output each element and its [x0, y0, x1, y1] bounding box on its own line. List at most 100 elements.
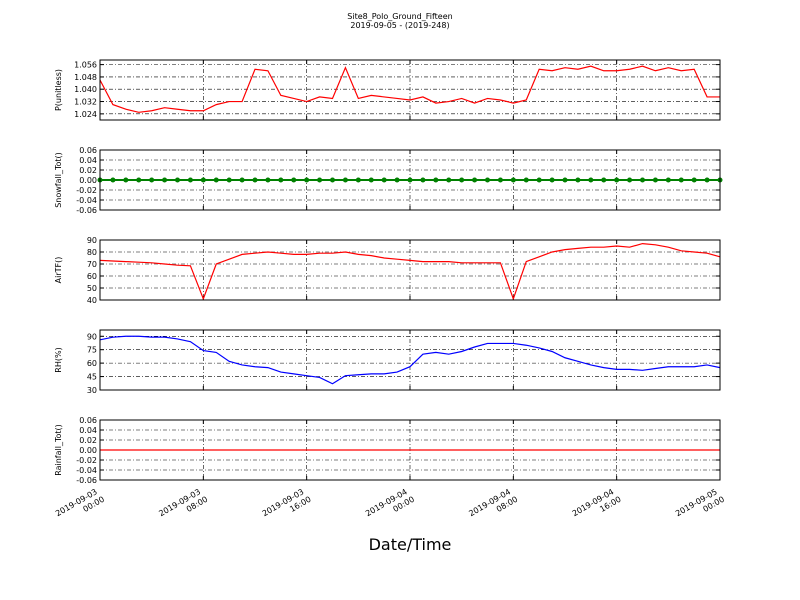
y-tick-label: 75	[87, 346, 97, 355]
data-point	[252, 177, 258, 183]
x-axis-label: Date/Time	[369, 535, 452, 554]
data-point	[381, 177, 387, 183]
y-tick-label: -0.02	[76, 186, 97, 195]
plot-frame	[99, 329, 721, 391]
y-tick-label: -0.06	[76, 476, 97, 485]
data-point	[627, 177, 633, 183]
data-point	[317, 177, 323, 183]
data-point	[187, 177, 193, 183]
y-tick-label: 0.02	[79, 436, 97, 445]
chart-subtitle: 2019-09-05 - (2019-248)	[350, 21, 449, 30]
x-tick-label: 2019-09-03 08:00	[157, 486, 209, 527]
x-tick-label: 2019-09-04 16:00	[571, 486, 623, 527]
data-point	[200, 177, 206, 183]
data-point	[342, 177, 348, 183]
plot-frame	[99, 419, 721, 481]
data-point	[472, 177, 478, 183]
y-tick-label: 0.04	[79, 156, 97, 165]
data-point	[665, 177, 671, 183]
y-tick-label: 80	[87, 248, 97, 257]
data-point	[652, 177, 658, 183]
y-tick-label: 0.06	[79, 146, 97, 155]
series-line	[99, 242, 721, 301]
y-tick-label: -0.04	[76, 466, 97, 475]
plot-frame	[99, 59, 721, 121]
data-point	[110, 177, 116, 183]
plot-frame	[99, 239, 721, 301]
data-point	[446, 177, 452, 183]
y-tick-label: 45	[87, 373, 97, 382]
data-point	[485, 177, 490, 183]
data-point	[459, 177, 465, 183]
y-tick-label: 70	[87, 260, 97, 269]
data-point	[149, 177, 155, 183]
data-point	[265, 177, 271, 183]
data-point	[291, 177, 297, 183]
data-point	[162, 177, 168, 183]
data-point	[407, 177, 413, 183]
y-tick-label: 0.02	[79, 166, 97, 175]
data-point	[368, 177, 374, 183]
y-tick-label: 0.00	[79, 446, 97, 455]
data-point	[678, 177, 684, 183]
y-tick-label: 0.04	[79, 426, 97, 435]
x-tick-label: 2019-09-05 00:00	[674, 486, 726, 527]
data-point	[304, 177, 310, 183]
y-axis-label: RH(%)	[54, 347, 63, 372]
data-point	[213, 177, 219, 183]
x-tick-label: 2019-09-03 16:00	[261, 486, 313, 527]
y-tick-label: 90	[87, 332, 97, 341]
data-point	[601, 177, 607, 183]
data-point	[640, 177, 645, 183]
data-point	[549, 177, 555, 183]
y-tick-label: 1.024	[74, 110, 97, 119]
data-point	[420, 177, 426, 183]
data-point	[497, 177, 503, 183]
data-point	[614, 177, 620, 183]
y-axis-label: P(unitless)	[54, 69, 63, 111]
y-axis-label: Snowfall_Tot()	[54, 152, 63, 208]
y-tick-label: -0.02	[76, 456, 97, 465]
data-point	[562, 177, 568, 183]
y-tick-label: 50	[87, 284, 97, 293]
y-tick-label: 1.040	[74, 85, 97, 94]
data-point	[536, 177, 542, 183]
y-axis-label: AirTF()	[54, 257, 63, 284]
data-point	[433, 177, 439, 183]
data-point	[588, 177, 594, 183]
data-point	[330, 177, 335, 183]
y-tick-label: 0.06	[79, 416, 97, 425]
data-point	[704, 177, 710, 183]
y-tick-label: 60	[87, 359, 97, 368]
series-line	[99, 335, 721, 385]
chart-title: Site8_Polo_Ground_Fifteen	[347, 12, 452, 21]
data-point	[510, 177, 516, 183]
data-point	[278, 177, 284, 183]
x-tick-label: 2019-09-04 00:00	[364, 486, 416, 527]
y-tick-label: 60	[87, 272, 97, 281]
y-tick-label: 1.056	[74, 61, 97, 70]
y-tick-label: 1.032	[74, 98, 97, 107]
data-point	[523, 177, 529, 183]
data-point	[226, 177, 232, 183]
y-tick-label: 1.048	[74, 73, 97, 82]
y-tick-label: -0.04	[76, 196, 97, 205]
data-point	[575, 177, 581, 183]
data-point	[355, 177, 361, 183]
y-tick-label: 0.00	[79, 176, 97, 185]
y-tick-label: 30	[87, 386, 97, 395]
plot-frame	[99, 149, 721, 211]
data-point	[136, 177, 142, 183]
data-point	[123, 177, 129, 183]
data-point	[691, 177, 697, 183]
data-point	[175, 177, 180, 183]
y-tick-label: -0.06	[76, 206, 97, 215]
data-point	[394, 177, 400, 183]
y-tick-label: 90	[87, 236, 97, 245]
x-tick-label: 2019-09-04 08:00	[467, 486, 519, 527]
y-axis-label: Rainfall_Tot()	[54, 424, 63, 476]
data-point	[239, 177, 245, 183]
series-line	[99, 65, 720, 113]
x-tick-label: 2019-09-03 00:00	[54, 486, 106, 527]
